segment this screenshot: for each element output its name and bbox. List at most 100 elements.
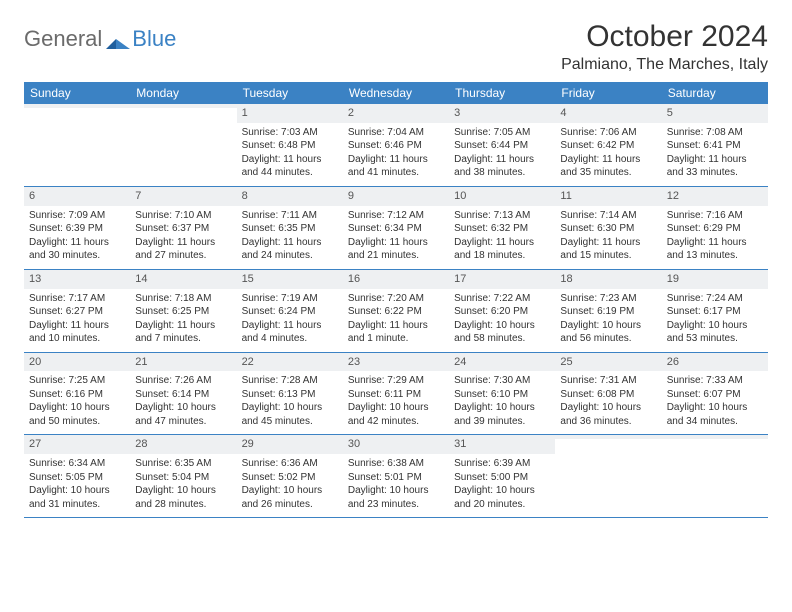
day-number: 3 <box>449 104 555 123</box>
day-cell: 6Sunrise: 7:09 AMSunset: 6:39 PMDaylight… <box>24 187 130 269</box>
logo-text-2: Blue <box>132 26 176 52</box>
sunrise-text: Sunrise: 7:20 AM <box>348 292 444 306</box>
daylight-text: Daylight: 10 hours and 39 minutes. <box>454 401 550 428</box>
sunset-text: Sunset: 6:24 PM <box>242 305 338 319</box>
day-cell: 29Sunrise: 6:36 AMSunset: 5:02 PMDayligh… <box>237 435 343 517</box>
sunset-text: Sunset: 6:42 PM <box>560 139 656 153</box>
day-cell: 22Sunrise: 7:28 AMSunset: 6:13 PMDayligh… <box>237 353 343 435</box>
sunrise-text: Sunrise: 6:39 AM <box>454 457 550 471</box>
sunrise-text: Sunrise: 7:33 AM <box>667 374 763 388</box>
sunrise-text: Sunrise: 6:34 AM <box>29 457 125 471</box>
day-number <box>555 435 661 439</box>
sunset-text: Sunset: 6:25 PM <box>135 305 231 319</box>
weekday-header: Saturday <box>662 82 768 104</box>
day-number: 14 <box>130 270 236 289</box>
sunrise-text: Sunrise: 7:24 AM <box>667 292 763 306</box>
sunrise-text: Sunrise: 7:14 AM <box>560 209 656 223</box>
sunrise-text: Sunrise: 7:26 AM <box>135 374 231 388</box>
sunrise-text: Sunrise: 7:13 AM <box>454 209 550 223</box>
day-number: 4 <box>555 104 661 123</box>
day-number: 24 <box>449 353 555 372</box>
sunset-text: Sunset: 6:08 PM <box>560 388 656 402</box>
day-cell: 10Sunrise: 7:13 AMSunset: 6:32 PMDayligh… <box>449 187 555 269</box>
daylight-text: Daylight: 10 hours and 20 minutes. <box>454 484 550 511</box>
sunrise-text: Sunrise: 7:22 AM <box>454 292 550 306</box>
sunrise-text: Sunrise: 6:35 AM <box>135 457 231 471</box>
daylight-text: Daylight: 11 hours and 44 minutes. <box>242 153 338 180</box>
day-cell: 27Sunrise: 6:34 AMSunset: 5:05 PMDayligh… <box>24 435 130 517</box>
daylight-text: Daylight: 11 hours and 15 minutes. <box>560 236 656 263</box>
daylight-text: Daylight: 10 hours and 26 minutes. <box>242 484 338 511</box>
day-cell: 9Sunrise: 7:12 AMSunset: 6:34 PMDaylight… <box>343 187 449 269</box>
daylight-text: Daylight: 10 hours and 47 minutes. <box>135 401 231 428</box>
day-cell: 19Sunrise: 7:24 AMSunset: 6:17 PMDayligh… <box>662 270 768 352</box>
weekday-header: Sunday <box>24 82 130 104</box>
weekday-header-row: Sunday Monday Tuesday Wednesday Thursday… <box>24 82 768 104</box>
day-number <box>130 104 236 108</box>
sunset-text: Sunset: 5:02 PM <box>242 471 338 485</box>
sunset-text: Sunset: 5:00 PM <box>454 471 550 485</box>
day-cell: 4 Sunrise: 7:06 AMSunset: 6:42 PMDaylight… <box>555 104 661 186</box>
daylight-text: Daylight: 11 hours and 24 minutes. <box>242 236 338 263</box>
sunrise-text: Sunrise: 7:16 AM <box>667 209 763 223</box>
day-cell: 11Sunrise: 7:14 AMSunset: 6:30 PMDayligh… <box>555 187 661 269</box>
day-cell: 31Sunrise: 6:39 AMSunset: 5:00 PMDayligh… <box>449 435 555 517</box>
day-number <box>24 104 130 108</box>
daylight-text: Daylight: 10 hours and 50 minutes. <box>29 401 125 428</box>
sunset-text: Sunset: 6:29 PM <box>667 222 763 236</box>
sunrise-text: Sunrise: 7:30 AM <box>454 374 550 388</box>
day-cell: 24Sunrise: 7:30 AMSunset: 6:10 PMDayligh… <box>449 353 555 435</box>
logo: General Blue <box>24 20 176 52</box>
day-number: 11 <box>555 187 661 206</box>
title-block: October 2024 Palmiano, The Marches, Ital… <box>561 20 768 74</box>
sunset-text: Sunset: 6:27 PM <box>29 305 125 319</box>
sunset-text: Sunset: 5:04 PM <box>135 471 231 485</box>
daylight-text: Daylight: 10 hours and 28 minutes. <box>135 484 231 511</box>
daylight-text: Daylight: 11 hours and 41 minutes. <box>348 153 444 180</box>
day-number: 27 <box>24 435 130 454</box>
sunset-text: Sunset: 6:16 PM <box>29 388 125 402</box>
day-number: 22 <box>237 353 343 372</box>
day-number: 20 <box>24 353 130 372</box>
day-cell: 12Sunrise: 7:16 AMSunset: 6:29 PMDayligh… <box>662 187 768 269</box>
daylight-text: Daylight: 10 hours and 58 minutes. <box>454 319 550 346</box>
day-number: 12 <box>662 187 768 206</box>
sunrise-text: Sunrise: 7:11 AM <box>242 209 338 223</box>
daylight-text: Daylight: 11 hours and 35 minutes. <box>560 153 656 180</box>
day-number: 13 <box>24 270 130 289</box>
day-number: 1 <box>237 104 343 123</box>
sunrise-text: Sunrise: 7:25 AM <box>29 374 125 388</box>
week-row: 6Sunrise: 7:09 AMSunset: 6:39 PMDaylight… <box>24 187 768 270</box>
daylight-text: Daylight: 10 hours and 42 minutes. <box>348 401 444 428</box>
weekday-header: Thursday <box>449 82 555 104</box>
day-cell: 2Sunrise: 7:04 AMSunset: 6:46 PMDaylight… <box>343 104 449 186</box>
day-cell: 17Sunrise: 7:22 AMSunset: 6:20 PMDayligh… <box>449 270 555 352</box>
daylight-text: Daylight: 10 hours and 56 minutes. <box>560 319 656 346</box>
weekday-header: Monday <box>130 82 236 104</box>
weekday-header: Wednesday <box>343 82 449 104</box>
daylight-text: Daylight: 11 hours and 38 minutes. <box>454 153 550 180</box>
day-cell: 13Sunrise: 7:17 AMSunset: 6:27 PMDayligh… <box>24 270 130 352</box>
day-cell: 23Sunrise: 7:29 AMSunset: 6:11 PMDayligh… <box>343 353 449 435</box>
day-number: 6 <box>24 187 130 206</box>
sunrise-text: Sunrise: 7:06 AM <box>560 126 656 140</box>
daylight-text: Daylight: 10 hours and 31 minutes. <box>29 484 125 511</box>
calendar-grid: Sunday Monday Tuesday Wednesday Thursday… <box>24 82 768 518</box>
day-cell <box>130 104 236 186</box>
sunset-text: Sunset: 6:39 PM <box>29 222 125 236</box>
sunrise-text: Sunrise: 6:38 AM <box>348 457 444 471</box>
daylight-text: Daylight: 11 hours and 18 minutes. <box>454 236 550 263</box>
logo-text-1: General <box>24 26 102 52</box>
day-number: 30 <box>343 435 449 454</box>
sunset-text: Sunset: 6:37 PM <box>135 222 231 236</box>
day-number <box>662 435 768 439</box>
day-cell: 30Sunrise: 6:38 AMSunset: 5:01 PMDayligh… <box>343 435 449 517</box>
day-number: 15 <box>237 270 343 289</box>
daylight-text: Daylight: 11 hours and 7 minutes. <box>135 319 231 346</box>
sunset-text: Sunset: 6:17 PM <box>667 305 763 319</box>
day-number: 25 <box>555 353 661 372</box>
sunrise-text: Sunrise: 7:04 AM <box>348 126 444 140</box>
day-number: 5 <box>662 104 768 123</box>
day-cell <box>555 435 661 517</box>
page-header: General Blue October 2024 Palmiano, The … <box>24 20 768 74</box>
